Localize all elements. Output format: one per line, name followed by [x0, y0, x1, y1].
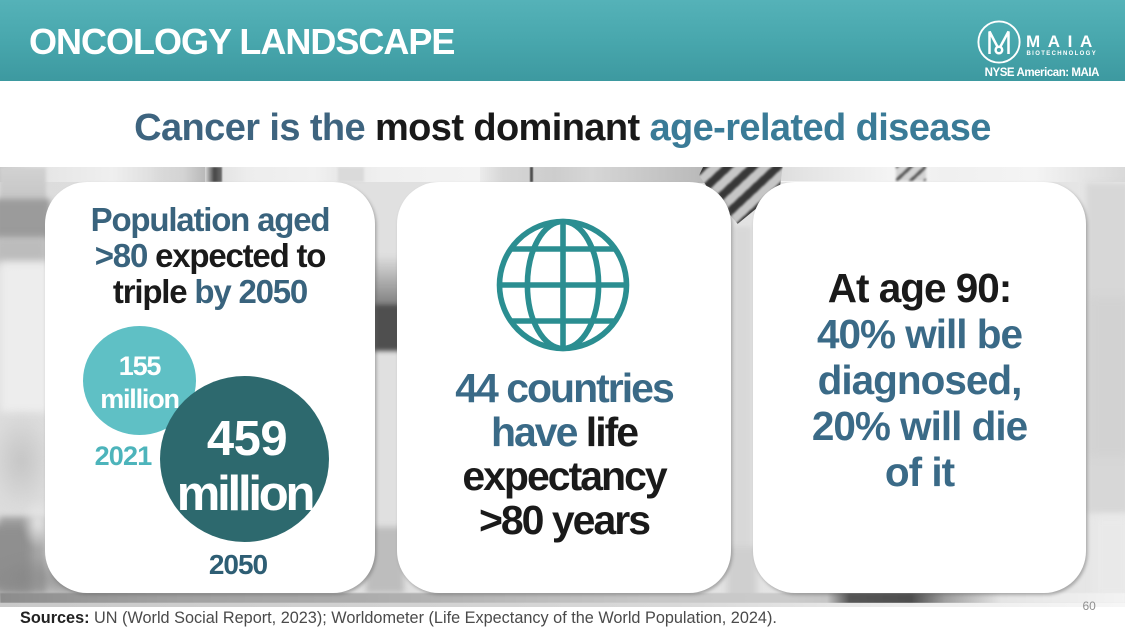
svg-text:MAIA: MAIA	[1026, 32, 1100, 51]
svg-text:BIOTECHNOLOGY: BIOTECHNOLOGY	[1027, 51, 1098, 57]
